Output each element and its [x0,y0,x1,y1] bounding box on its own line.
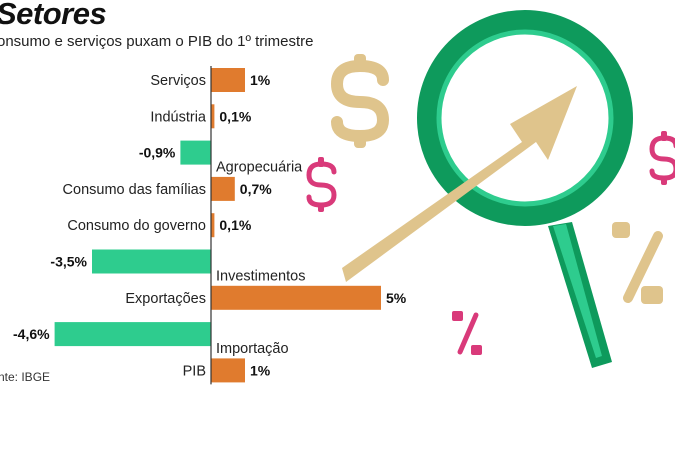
chart-title: Setores [0,0,107,31]
value-label: 1% [250,362,271,378]
value-label: -0,9% [139,145,176,161]
bar [180,140,211,165]
category-label: Agropecuária [216,160,303,176]
category-label: Importação [216,341,289,357]
dollar-sign-icon [649,131,675,185]
category-label: Serviços [150,73,206,89]
value-label: 0,1% [219,217,251,233]
category-label: Consumo do governo [67,218,206,234]
category-label: PIB [183,363,206,379]
percent-icon [452,311,482,355]
value-label: 0,1% [219,108,251,124]
value-label: 5% [386,290,407,306]
bar [92,249,211,274]
category-label: Exportações [125,291,206,307]
percent-icon [612,222,663,304]
value-label: 1% [250,72,271,88]
dollar-sign-icon [330,54,390,148]
labels-layer: Serviços 1% Indústria 0,1% Agropecuária -0,9%… [13,72,407,379]
bar [211,104,215,129]
rising-arrow-icon [342,86,577,282]
bar [54,322,211,347]
bar [211,68,245,92]
category-label: Indústria [150,109,207,125]
bar [211,358,245,383]
source-note: nte: IBGE [0,370,51,384]
value-label: -4,6% [13,326,50,342]
bar [211,285,381,310]
category-label: Investimentos [216,269,305,285]
value-label: -3,5% [50,254,87,270]
bar [211,176,235,201]
bar [211,213,215,238]
value-label: 0,7% [240,181,272,197]
dollar-sign-icon [306,157,337,212]
bars-layer [54,68,381,383]
chart-subtitle: onsumo e serviços puxam o PIB do 1º trim… [0,33,314,50]
category-label: Consumo das famílias [63,182,206,198]
